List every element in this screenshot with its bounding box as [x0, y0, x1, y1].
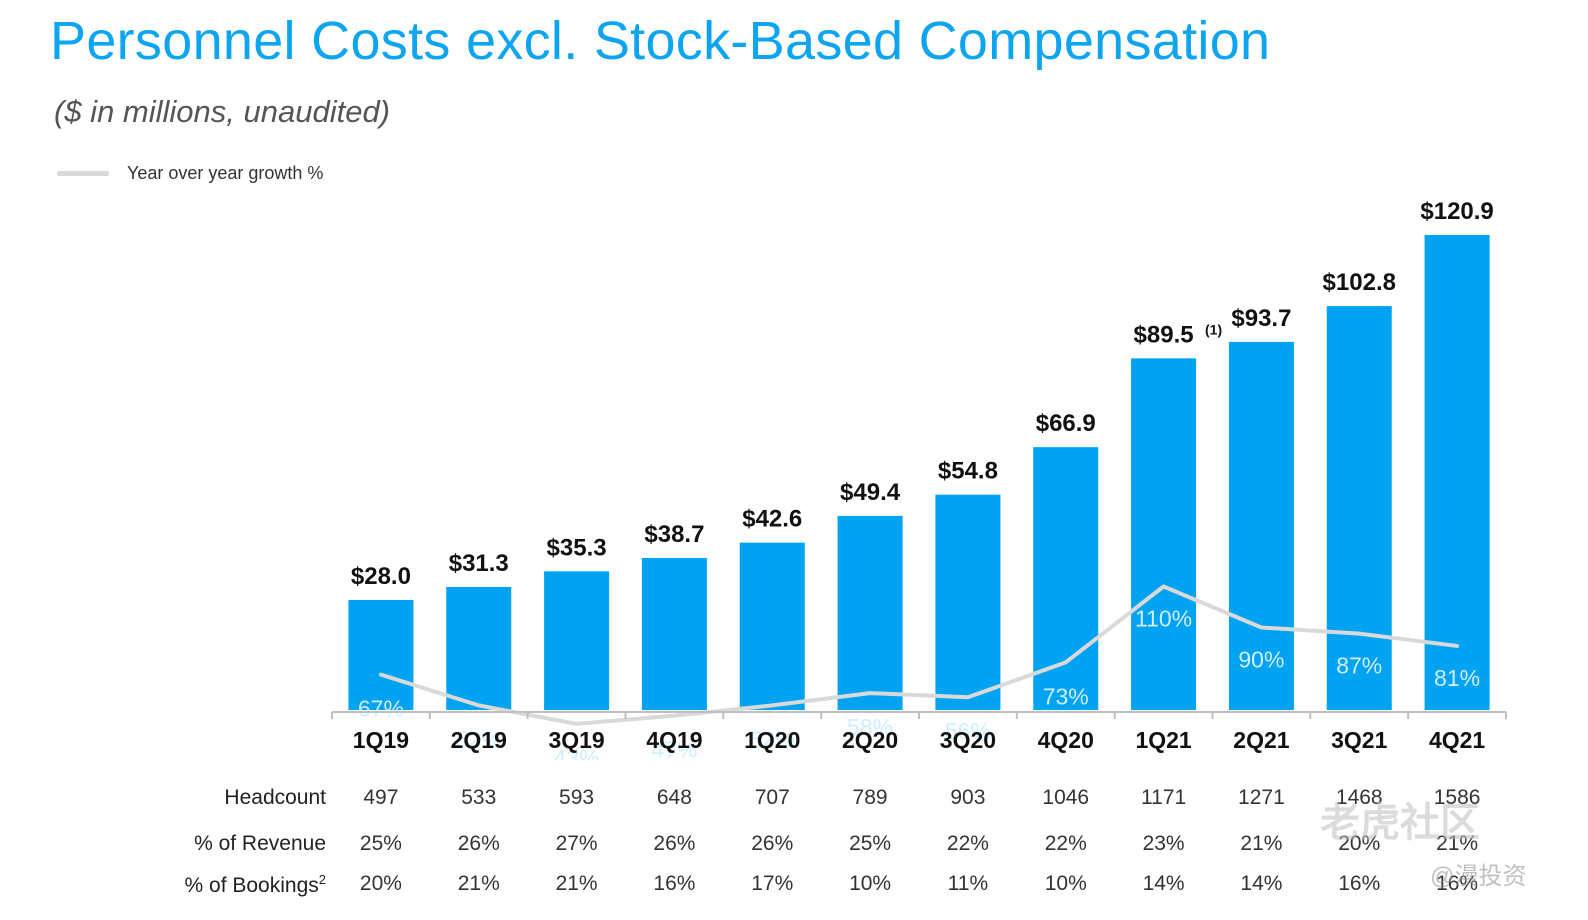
- legend-label: Year over year growth %: [127, 162, 324, 183]
- category-label-2Q21: 2Q21: [1233, 727, 1289, 753]
- growth-label-2Q21: 90%: [1238, 647, 1284, 673]
- growth-label-2Q20: 58%: [847, 714, 893, 740]
- table-cell: 21%: [555, 872, 598, 895]
- value-label-1Q20: $42.6: [742, 506, 802, 533]
- table-cell: 648: [656, 786, 692, 809]
- bar-4Q21: [1424, 235, 1490, 710]
- bar-2Q20: [837, 515, 903, 710]
- bar-4Q20: [1033, 447, 1099, 710]
- bar-4Q19: [641, 557, 707, 710]
- category-label-2Q19: 2Q19: [451, 727, 507, 753]
- bar-1Q19: [348, 599, 414, 710]
- table-row-label: Headcount: [224, 786, 326, 809]
- table-cell: 25%: [359, 832, 402, 855]
- category-label-3Q21: 3Q21: [1331, 727, 1387, 753]
- table-cell: 26%: [653, 832, 696, 855]
- footnote-marker: (1): [1205, 321, 1222, 337]
- category-label-1Q20: 1Q20: [744, 727, 800, 753]
- value-label-4Q20: $66.9: [1036, 410, 1096, 437]
- table-cell: 16%: [1338, 872, 1381, 895]
- chart-subtitle: ($ in millions, unaudited): [54, 94, 391, 129]
- growth-label-1Q21: 110%: [1135, 606, 1192, 632]
- legend: Year over year growth %: [57, 160, 323, 186]
- growth-label-4Q19: 47%: [651, 737, 697, 760]
- table-cell: 11%: [947, 872, 989, 895]
- bar-2Q21: [1228, 341, 1294, 710]
- bar-3Q19: [544, 571, 610, 710]
- category-label-4Q20: 4Q20: [1038, 727, 1094, 753]
- bar-1Q21: [1131, 358, 1197, 710]
- table-cell: 25%: [849, 832, 892, 855]
- table-cell: 10%: [849, 872, 892, 895]
- value-label-4Q21: $120.9: [1420, 198, 1493, 225]
- table-cell: 1271: [1238, 786, 1285, 809]
- table-cell: 533: [461, 786, 497, 809]
- table-row-label-footnote: 2: [318, 872, 326, 887]
- table-cell: 1046: [1042, 786, 1090, 809]
- category-label-1Q19: 1Q19: [353, 727, 409, 753]
- growth-label-3Q20: 56%: [945, 718, 991, 744]
- table-cell: 17%: [751, 872, 794, 895]
- table-cell: 593: [559, 786, 595, 809]
- category-label-1Q21: 1Q21: [1135, 727, 1191, 753]
- table-cell: 21%: [457, 872, 500, 895]
- chart-title: Personnel Costs excl. Stock-Based Compen…: [50, 11, 1271, 71]
- table-cell: 14%: [1142, 872, 1185, 895]
- table-cell: 21%: [1240, 832, 1283, 855]
- growth-line: [378, 584, 1460, 726]
- bar-2Q19: [446, 587, 512, 710]
- table-cell: 26%: [751, 832, 794, 855]
- table-cell: 16%: [653, 872, 696, 895]
- table-cell: 14%: [1240, 872, 1283, 895]
- category-label-3Q19: 3Q19: [548, 727, 604, 753]
- growth-label-3Q21: 87%: [1336, 653, 1382, 679]
- category-label-4Q21: 4Q21: [1429, 727, 1485, 753]
- growth-label-1Q19: 67%: [358, 696, 404, 722]
- value-label-1Q21: $89.5: [1134, 321, 1194, 348]
- growth-label-4Q20: 73%: [1043, 683, 1089, 709]
- table-cell: 1171: [1140, 786, 1187, 809]
- value-label-3Q20: $54.8: [938, 458, 998, 485]
- value-label-2Q21: $93.7: [1231, 305, 1291, 332]
- table-cell: 27%: [555, 832, 598, 855]
- category-label-2Q20: 2Q20: [842, 727, 898, 753]
- value-label-2Q20: $49.4: [840, 479, 901, 506]
- growth-label-3Q19: 43%: [554, 745, 600, 760]
- table-row-label: % of Bookings2: [184, 872, 326, 897]
- growth-label-2Q19: 52%: [456, 726, 502, 752]
- table-cell: 10%: [1044, 872, 1087, 895]
- category-label-3Q20: 3Q20: [940, 727, 996, 753]
- table-cell: 22%: [946, 832, 989, 855]
- category-label-4Q19: 4Q19: [646, 727, 702, 753]
- bar-3Q21: [1326, 306, 1392, 710]
- legend-line-swatch: [57, 170, 109, 176]
- bar-1Q20: [739, 542, 805, 710]
- value-label-4Q19: $38.7: [644, 521, 704, 548]
- growth-label-4Q21: 81%: [1434, 665, 1480, 691]
- table-cell: 20%: [359, 872, 402, 895]
- value-label-1Q19: $28.0: [351, 563, 411, 590]
- growth-label-1Q20: 52%: [749, 726, 795, 752]
- value-label-3Q19: $35.3: [547, 534, 607, 561]
- table-cell: 22%: [1044, 832, 1087, 855]
- table-cell: 707: [754, 786, 790, 809]
- value-label-3Q21: $102.8: [1323, 269, 1396, 296]
- watermark-handle: @漫投资: [1430, 863, 1527, 890]
- value-label-2Q19: $31.3: [449, 550, 509, 577]
- table-row-label: % of Revenue: [194, 832, 326, 855]
- watermark: 老虎社区: [1320, 801, 1480, 845]
- bar-chart: 67% 52% 43% 47% 52% 58% 56% 73% 110% 90% 87% 81% $28…: [331, 198, 1507, 760]
- bar-3Q20: [935, 494, 1001, 710]
- table-cell: 26%: [457, 832, 500, 855]
- table-cell: 789: [852, 786, 888, 809]
- table-cell: 497: [363, 786, 399, 809]
- table-cell: 23%: [1142, 832, 1185, 855]
- table-cell: 903: [950, 786, 986, 809]
